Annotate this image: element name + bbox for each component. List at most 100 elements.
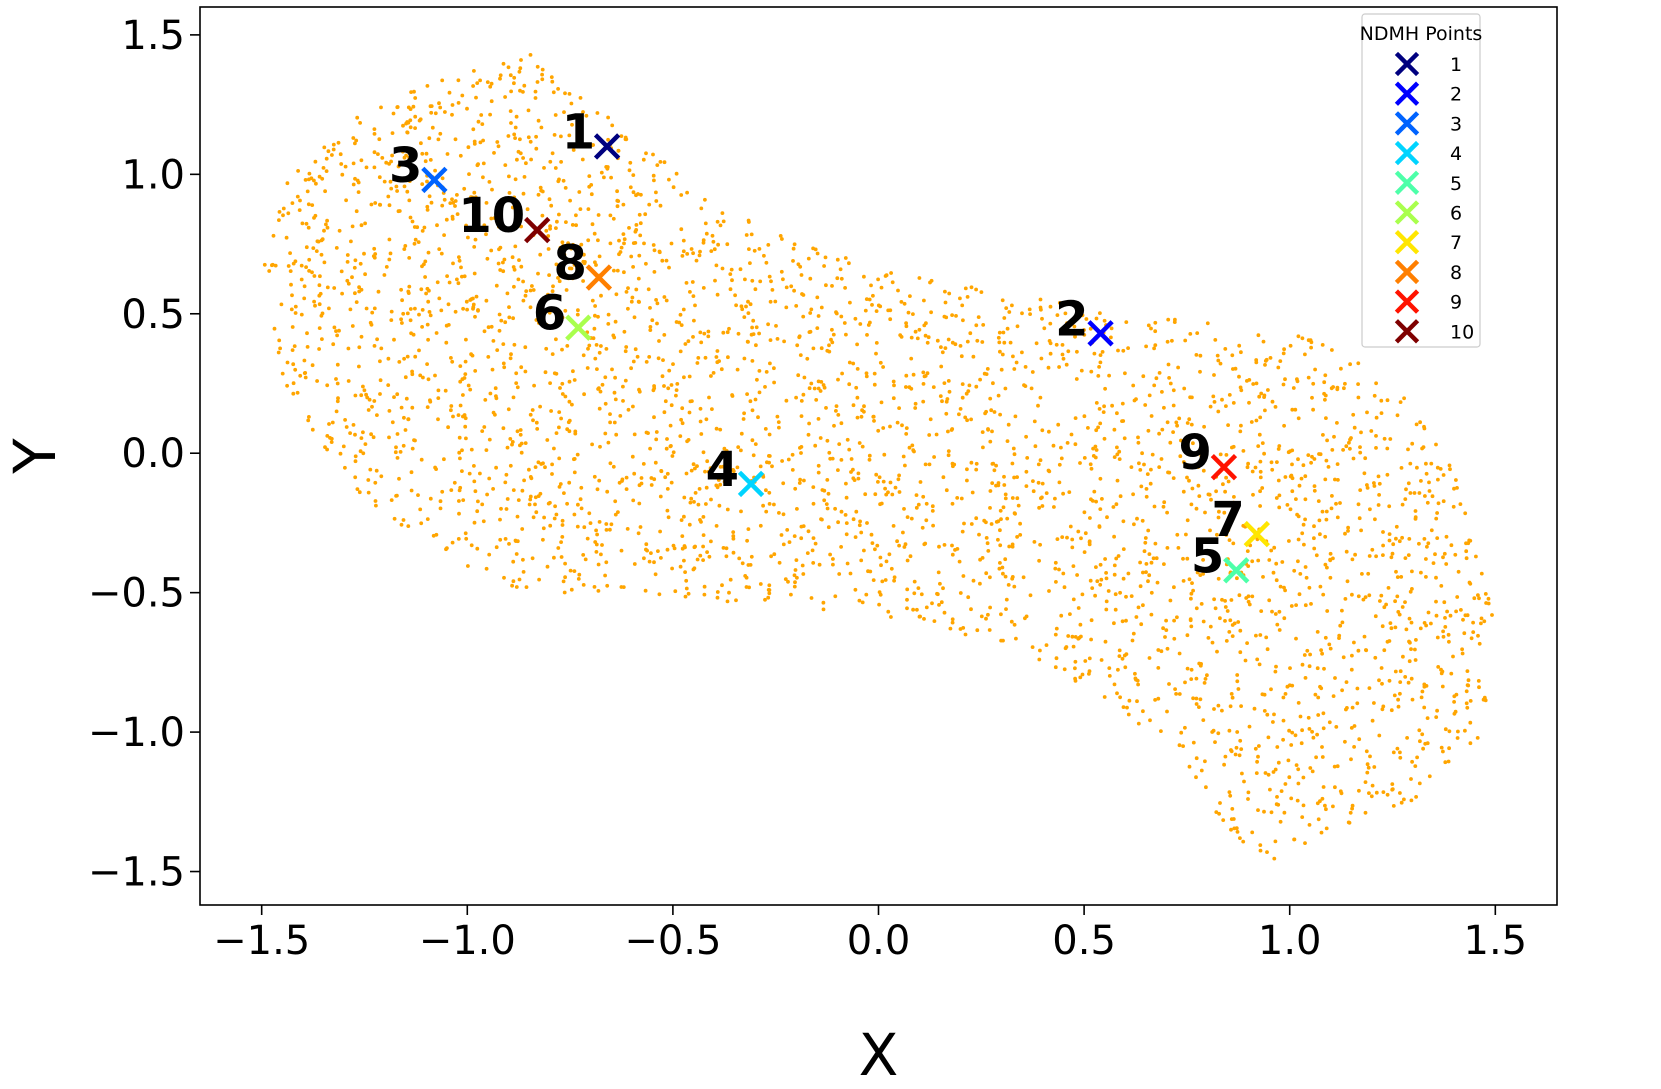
- background-point: [774, 324, 778, 328]
- background-point: [1299, 476, 1304, 481]
- background-point: [944, 488, 949, 493]
- background-point: [1059, 613, 1064, 618]
- background-point: [726, 355, 730, 360]
- background-point: [909, 356, 914, 361]
- background-point: [1403, 556, 1408, 560]
- background-point: [572, 378, 577, 382]
- background-point: [821, 607, 826, 612]
- background-point: [1159, 457, 1164, 461]
- background-point: [541, 526, 546, 531]
- background-point: [554, 371, 559, 376]
- background-point: [958, 344, 963, 348]
- background-point: [977, 532, 981, 537]
- background-point: [637, 212, 642, 217]
- background-point: [897, 473, 901, 478]
- background-point: [629, 299, 634, 304]
- background-point: [1324, 509, 1329, 514]
- background-point: [728, 287, 733, 292]
- background-point: [1271, 770, 1276, 774]
- background-point: [1213, 606, 1218, 611]
- background-point: [587, 174, 592, 179]
- legend-marker-9: [1394, 289, 1420, 314]
- background-point: [967, 383, 972, 388]
- background-point: [1350, 557, 1355, 562]
- background-point: [1320, 651, 1324, 656]
- background-point: [847, 382, 852, 387]
- background-point: [313, 303, 317, 308]
- background-point: [343, 465, 347, 470]
- background-point: [484, 298, 489, 303]
- background-point: [999, 612, 1003, 617]
- background-point: [1439, 671, 1444, 676]
- background-point: [1102, 436, 1107, 441]
- background-point: [1203, 759, 1207, 764]
- background-point: [974, 461, 979, 466]
- background-point: [304, 221, 309, 226]
- background-point: [642, 556, 646, 561]
- background-point: [359, 158, 364, 163]
- legend-label-5: 5: [1450, 173, 1462, 195]
- background-point: [458, 379, 463, 384]
- background-point: [652, 415, 656, 420]
- background-point: [1216, 358, 1221, 363]
- background-point: [1356, 648, 1361, 653]
- background-point: [1385, 792, 1390, 797]
- background-point: [758, 523, 763, 528]
- background-point: [419, 457, 424, 462]
- background-point: [1417, 728, 1422, 733]
- background-point: [1036, 403, 1040, 408]
- background-point: [1407, 537, 1412, 541]
- background-point: [1223, 605, 1228, 609]
- background-point: [766, 243, 771, 247]
- background-point: [420, 229, 425, 233]
- background-point: [1246, 461, 1250, 466]
- background-point: [356, 190, 361, 195]
- background-point: [1318, 452, 1323, 457]
- background-point: [319, 252, 324, 257]
- background-point: [834, 404, 839, 408]
- background-point: [1121, 705, 1126, 709]
- background-point: [833, 506, 837, 511]
- background-point: [409, 331, 413, 336]
- background-point: [396, 164, 401, 169]
- background-point: [1025, 456, 1030, 460]
- background-point: [942, 610, 947, 615]
- background-point: [1379, 398, 1384, 403]
- background-point: [960, 303, 965, 308]
- background-point: [766, 588, 771, 592]
- background-point: [874, 341, 879, 345]
- background-point: [936, 570, 941, 575]
- background-point: [412, 438, 416, 442]
- background-point: [1174, 692, 1178, 696]
- background-point: [1092, 351, 1097, 356]
- background-point: [737, 556, 742, 561]
- background-point: [974, 384, 979, 389]
- background-point: [1265, 647, 1270, 652]
- background-point: [1005, 516, 1010, 521]
- background-point: [466, 383, 471, 388]
- background-point: [1090, 586, 1095, 590]
- background-point: [1000, 298, 1005, 303]
- background-point: [334, 409, 339, 414]
- background-point: [281, 206, 286, 211]
- background-point: [1046, 365, 1051, 370]
- background-point: [1107, 373, 1111, 378]
- background-point: [839, 458, 844, 462]
- legend-marker-3: [1394, 111, 1420, 136]
- background-point: [1198, 697, 1203, 702]
- background-point: [515, 429, 520, 434]
- background-point: [683, 342, 688, 346]
- background-point: [1296, 701, 1301, 705]
- background-point: [501, 269, 506, 274]
- background-point: [298, 373, 303, 378]
- background-point: [628, 160, 633, 165]
- background-point: [702, 592, 707, 597]
- background-point: [905, 587, 910, 592]
- background-point: [671, 185, 676, 190]
- background-point: [599, 344, 603, 348]
- background-point: [1309, 602, 1313, 606]
- background-point: [651, 243, 656, 247]
- background-point: [679, 227, 684, 232]
- background-point: [699, 432, 704, 436]
- background-point: [1147, 552, 1152, 556]
